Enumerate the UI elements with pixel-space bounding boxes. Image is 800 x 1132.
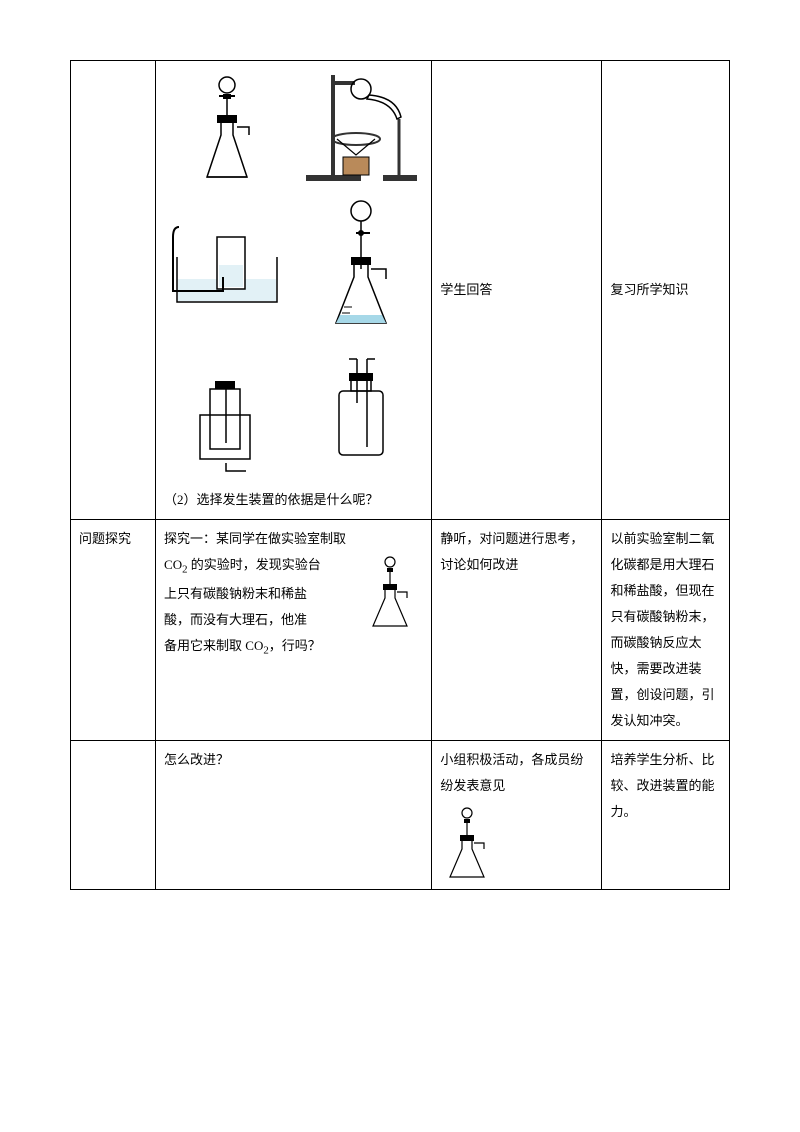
table-row: 怎么改进？ 小组积极活动，各成员纷纷发表意见 培养学生分析、比较、改进装置的能力… (71, 741, 730, 890)
apparatus-flask-funnel (164, 67, 290, 187)
apparatus-heating-stand (298, 67, 424, 187)
row3-col1 (71, 741, 156, 890)
apparatus-gas-jar (164, 347, 290, 477)
apparatus-small-flask-icon (363, 552, 423, 632)
row1-col2: （2）选择发生装置的依据是什么呢？ (156, 61, 432, 520)
apparatus-grid (164, 67, 423, 477)
table-row: （2）选择发生装置的依据是什么呢？ 学生回答 复习所学知识 (71, 61, 730, 520)
apparatus-double-tube-bottle (298, 347, 424, 477)
row3-col2: 怎么改进？ (156, 741, 432, 890)
row2-col4: 以前实验室制二氧化碳都是用大理石和稀盐酸，但现在只有碳酸钠粉末，而碳酸钠反应太快… (602, 520, 730, 741)
document-page: （2）选择发生装置的依据是什么呢？ 学生回答 复习所学知识 问题探究 探究一：某… (0, 0, 800, 1132)
row2-col3: 静听，对问题进行思考，讨论如何改进 (432, 520, 602, 741)
apparatus-thistle-flask (298, 197, 424, 337)
row1-col1 (71, 61, 156, 520)
row2-col2: 探究一：某同学在做实验室制取 CO2 的实验时，发现实验台 上只有碳酸钠粉末和稀… (156, 520, 432, 741)
row1-col4: 复习所学知识 (602, 61, 730, 520)
row3-col3: 小组积极活动，各成员纷纷发表意见 (432, 741, 602, 890)
row3-col4: 培养学生分析、比较、改进装置的能力。 (602, 741, 730, 890)
lesson-plan-table: （2）选择发生装置的依据是什么呢？ 学生回答 复习所学知识 问题探究 探究一：某… (70, 60, 730, 890)
row2-col1: 问题探究 (71, 520, 156, 741)
row1-question: （2）选择发生装置的依据是什么呢？ (164, 487, 423, 513)
apparatus-small-flask-icon-2 (440, 803, 593, 883)
apparatus-water-trough (164, 197, 290, 337)
table-row: 问题探究 探究一：某同学在做实验室制取 CO2 的实验时，发现实验台 上只有碳酸… (71, 520, 730, 741)
row1-col3: 学生回答 (432, 61, 602, 520)
